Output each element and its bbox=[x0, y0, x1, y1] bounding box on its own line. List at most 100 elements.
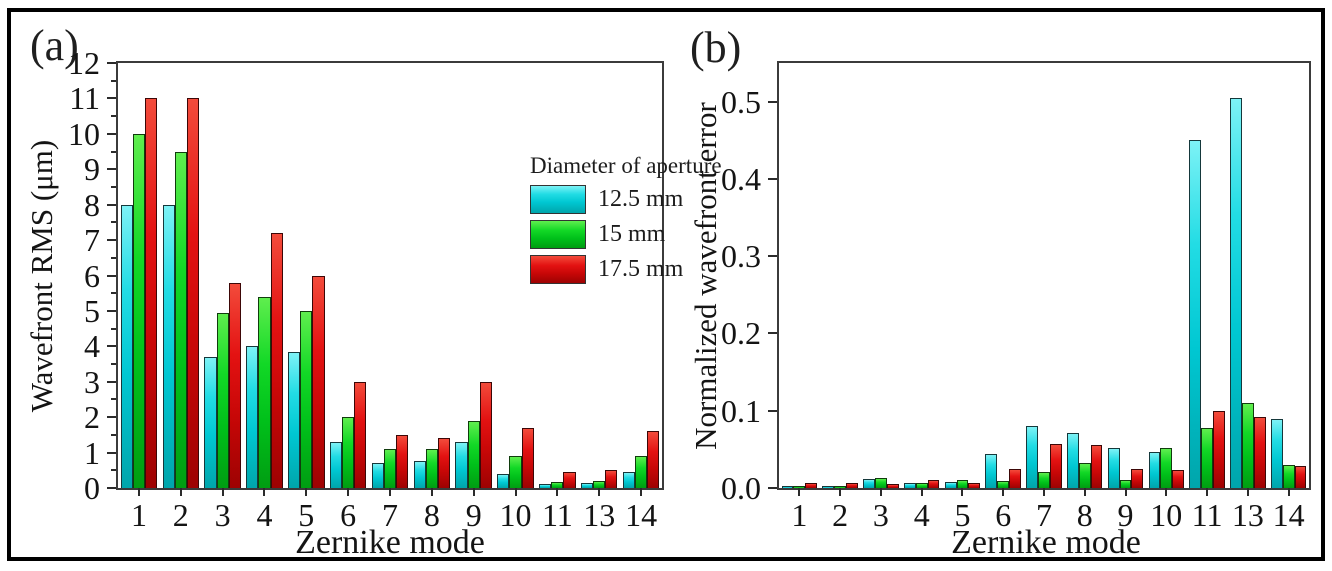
bar-a-mode8-12.5mm bbox=[413, 461, 426, 488]
y-tick bbox=[768, 409, 777, 412]
y-minor-tick bbox=[111, 398, 116, 401]
x-tick bbox=[1287, 488, 1290, 496]
legend-item: 12.5 mm bbox=[530, 185, 722, 214]
bar-a-mode8-17.5mm bbox=[437, 438, 451, 488]
bar-b-mode13-12.5mm bbox=[1230, 97, 1242, 488]
x-tick-label: 2 bbox=[832, 497, 849, 533]
bar-b-mode7-12.5mm bbox=[1026, 426, 1039, 488]
bar-b-mode13-17.5mm bbox=[1253, 416, 1266, 488]
bar-a-mode5-15mm bbox=[300, 310, 313, 488]
x-tick bbox=[389, 488, 391, 496]
bar-b-mode2-17.5mm bbox=[846, 483, 858, 488]
bar-b-mode2-12.5mm bbox=[822, 486, 835, 488]
bar-b-mode14-12.5mm bbox=[1270, 419, 1283, 488]
y-tick bbox=[768, 177, 777, 180]
y-minor-tick bbox=[111, 185, 116, 188]
bar-a-mode5-12.5mm bbox=[288, 351, 301, 488]
x-tick-label: 13 bbox=[1231, 497, 1264, 533]
y-minor-tick bbox=[111, 469, 116, 472]
bar-a-mode14-12.5mm bbox=[622, 472, 635, 488]
legend-a: Diameter of aperture 12.5 mm 15 mm 17.5 … bbox=[530, 153, 722, 290]
y-tick bbox=[768, 100, 777, 103]
x-tick bbox=[556, 488, 559, 496]
x-tick-label: 9 bbox=[1117, 497, 1134, 533]
bar-b-mode2-15mm bbox=[834, 486, 847, 488]
x-tick bbox=[179, 488, 182, 496]
plot-area-b: Diameter of aperture 12.5 mm 15 mm 17.5 … bbox=[721, 61, 1311, 532]
bar-a-mode10-12.5mm bbox=[497, 473, 510, 488]
bar-a-mode4-17.5mm bbox=[270, 233, 283, 488]
y-tick-label: 0.4 bbox=[721, 160, 761, 197]
bar-b-mode10-12.5mm bbox=[1148, 452, 1161, 488]
legend-label: 17.5 mm bbox=[598, 256, 684, 282]
bar-b-mode14-15mm bbox=[1282, 464, 1295, 488]
bar-a-mode11-15mm bbox=[551, 481, 564, 488]
x-axis-title-b: Zernike mode bbox=[951, 524, 1141, 561]
bar-a-mode6-17.5mm bbox=[354, 381, 367, 488]
bar-a-mode6-15mm bbox=[342, 417, 355, 488]
x-tick bbox=[1206, 488, 1209, 496]
bar-b-mode1-17.5mm bbox=[805, 483, 818, 488]
bar-a-mode9-12.5mm bbox=[455, 441, 468, 488]
x-axis-title-a: Zernike mode bbox=[295, 524, 485, 561]
bar-a-mode1-15mm bbox=[132, 133, 145, 488]
x-tick-label: 2 bbox=[172, 497, 189, 533]
x-tick-label: 14 bbox=[625, 497, 658, 533]
bar-b-mode3-12.5mm bbox=[863, 478, 875, 488]
y-tick bbox=[107, 345, 116, 348]
bar-b-mode9-12.5mm bbox=[1107, 447, 1120, 488]
bar-a-mode8-15mm bbox=[425, 449, 438, 488]
bar-b-mode11-12.5mm bbox=[1189, 140, 1202, 488]
bar-b-mode8-12.5mm bbox=[1067, 433, 1079, 488]
bar-a-mode1-12.5mm bbox=[120, 204, 133, 488]
x-tick-label: 3 bbox=[872, 497, 889, 533]
bar-b-mode8-17.5mm bbox=[1090, 444, 1103, 488]
bar-a-mode6-12.5mm bbox=[329, 441, 343, 488]
legend-swatch-15mm bbox=[530, 220, 586, 249]
bar-a-mode1-17.5mm bbox=[144, 98, 158, 488]
legend-swatch-17-5mm bbox=[530, 255, 586, 284]
x-tick bbox=[1165, 488, 1168, 496]
bar-a-mode13-17.5mm bbox=[605, 470, 618, 488]
y-tick-label: 0.0 bbox=[721, 470, 761, 506]
x-tick-label: 3 bbox=[214, 497, 231, 533]
bar-b-mode6-12.5mm bbox=[985, 454, 998, 488]
x-tick bbox=[1002, 488, 1005, 496]
y-tick bbox=[107, 309, 116, 312]
bar-b-mode7-17.5mm bbox=[1049, 443, 1062, 488]
y-tick-label: 0.3 bbox=[721, 238, 761, 275]
y-tick-label: 7 bbox=[84, 222, 100, 259]
bar-a-mode11-17.5mm bbox=[563, 472, 576, 488]
bar-b-mode10-15mm bbox=[1160, 447, 1173, 488]
y-tick bbox=[107, 203, 116, 206]
y-tick bbox=[107, 451, 116, 454]
x-tick-label: 9 bbox=[465, 497, 482, 533]
x-tick bbox=[961, 488, 964, 496]
y-minor-tick bbox=[111, 115, 116, 118]
bar-b-mode13-15mm bbox=[1241, 403, 1254, 488]
y-tick-label: 0.2 bbox=[721, 315, 761, 352]
legend-item: 15 mm bbox=[530, 220, 722, 249]
legend-label: 12.5 mm bbox=[598, 186, 684, 212]
x-tick bbox=[839, 488, 842, 496]
bar-a-mode7-17.5mm bbox=[396, 434, 409, 488]
x-tick bbox=[598, 488, 601, 496]
y-minor-tick bbox=[111, 327, 116, 330]
x-tick-label: 10 bbox=[499, 497, 532, 533]
bar-b-mode9-15mm bbox=[1119, 480, 1132, 488]
y-minor-tick bbox=[111, 256, 116, 259]
x-tick bbox=[1083, 488, 1086, 496]
panel-label-a: (a) bbox=[30, 21, 79, 70]
x-tick bbox=[798, 488, 801, 496]
bar-a-mode11-12.5mm bbox=[539, 483, 552, 488]
y-tick bbox=[768, 487, 777, 489]
y-tick bbox=[107, 132, 116, 135]
y-tick-label: 10 bbox=[68, 115, 100, 152]
bar-a-mode3-17.5mm bbox=[228, 282, 241, 488]
bar-b-mode5-17.5mm bbox=[968, 483, 981, 488]
legend-swatch-12-5mm bbox=[530, 185, 586, 214]
y-tick-label: 6 bbox=[84, 257, 100, 294]
x-tick bbox=[137, 488, 140, 496]
plot-area-a: Diameter of aperture 12.5 mm 15 mm 17.5 … bbox=[68, 47, 722, 532]
